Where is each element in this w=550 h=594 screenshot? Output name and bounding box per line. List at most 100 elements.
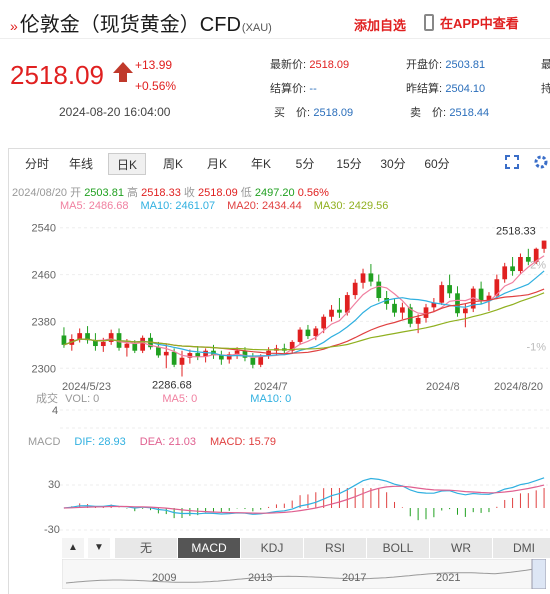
- tab-indicator-kdj[interactable]: KDJ: [241, 538, 304, 558]
- candle-body: [305, 329, 311, 337]
- tab-30min[interactable]: 30分: [380, 157, 406, 171]
- candle-body: [431, 302, 437, 308]
- candle-body: [541, 240, 547, 249]
- quote-field-ask: 卖 价: 2518.44: [410, 104, 489, 120]
- candle-body: [218, 355, 224, 360]
- candle-body: [124, 343, 130, 348]
- quote-field-bid: 买 价: 2518.09: [274, 104, 353, 120]
- macd-dif: DIF: 28.93: [74, 436, 126, 448]
- candle-body: [415, 317, 421, 324]
- settings-icon[interactable]: [532, 153, 550, 171]
- open-in-app-label: 在APP中查看: [440, 16, 519, 31]
- pct-tick-label: -1%: [526, 342, 546, 354]
- tab-indicator-dmi[interactable]: DMI: [493, 538, 550, 558]
- candle-body: [226, 354, 232, 360]
- candle-body: [352, 282, 358, 296]
- y-tick-label: 2540: [32, 223, 56, 235]
- candle-body: [195, 353, 201, 357]
- candle-body: [321, 316, 327, 329]
- add-favorite-button[interactable]: 添加自选: [354, 18, 407, 33]
- quote-field-settle: 结算价: --: [270, 80, 317, 96]
- overview-year: 2009: [152, 572, 177, 584]
- macd-value: MACD: 15.79: [210, 436, 277, 448]
- candlestick-chart[interactable]: 25402460238023002%-1%2518.332286.682024/…: [0, 212, 550, 392]
- candle-body: [510, 266, 515, 272]
- candle-body: [478, 288, 484, 301]
- candle-body: [93, 340, 98, 347]
- quote-label-cut: 最: [541, 59, 550, 71]
- candle-body: [360, 273, 366, 283]
- candle-body: [439, 285, 445, 303]
- indicator-tabs: 无 MACD KDJ RSI BOLL WR DMI: [115, 538, 550, 558]
- tab-intraday[interactable]: 分时: [24, 157, 49, 171]
- ma20-legend: MA20: 2434.44: [227, 200, 302, 212]
- candle-body: [108, 333, 114, 342]
- candle-body: [494, 279, 500, 296]
- candle-body: [179, 357, 185, 365]
- candle-body: [407, 307, 413, 324]
- candle-body: [447, 285, 452, 294]
- macd-axis-tick-bottom: -30: [44, 524, 60, 536]
- tab-indicator-macd[interactable]: MACD: [178, 538, 241, 558]
- macd-legend: MACD DIF: 28.93 DEA: 21.03 MACD: 15.79: [28, 436, 276, 448]
- tab-monthly-k[interactable]: 月K: [206, 157, 227, 171]
- quote-label: 开盘价:: [406, 59, 443, 71]
- open-in-app-link[interactable]: 在APP中查看: [424, 13, 519, 32]
- candle-body: [533, 248, 539, 262]
- quote-value: 2504.10: [445, 83, 486, 95]
- y-tick-label: 2300: [32, 363, 56, 375]
- quote-field-open: 开盘价: 2503.81: [406, 56, 485, 72]
- header-divider: [0, 38, 550, 39]
- candle-body: [85, 333, 90, 341]
- move-up-button[interactable]: ▲: [62, 538, 84, 558]
- quote-value: 2518.44: [449, 107, 490, 119]
- candle-body: [462, 308, 468, 314]
- tab-15min[interactable]: 15分: [336, 157, 362, 171]
- quote-label: 结算价:: [270, 83, 307, 95]
- instrument-code: (XAU): [241, 22, 272, 34]
- candle-body: [250, 357, 256, 365]
- tab-indicator-boll[interactable]: BOLL: [367, 538, 430, 558]
- volume-title: 成交: [36, 393, 58, 405]
- up-arrow-icon-stem: [119, 72, 127, 82]
- candle-body: [234, 350, 240, 355]
- tab-indicator-none[interactable]: 无: [115, 538, 178, 558]
- ma5-legend: MA5: 2486.68: [60, 200, 129, 212]
- overview-navigator[interactable]: [62, 559, 546, 589]
- x-tick-label: 2024/8/20: [494, 381, 543, 392]
- macd-title: MACD: [28, 436, 61, 448]
- ohlc-pct: 0.56%: [297, 187, 329, 199]
- macd-dea: DEA: 21.03: [139, 436, 197, 448]
- tab-daily-k[interactable]: 日K: [108, 153, 146, 175]
- instrument-name: 伦敦金（现货黄金）CFD: [19, 14, 241, 36]
- candle-body: [61, 335, 67, 345]
- ma-legend: MA5: 2486.68 MA10: 2461.07 MA20: 2434.44…: [60, 200, 388, 212]
- candle-body: [376, 281, 382, 298]
- tab-60min[interactable]: 60分: [424, 157, 450, 171]
- move-down-button[interactable]: ▼: [88, 538, 110, 558]
- page-title: » 伦敦金（现货黄金）CFD(XAU): [10, 8, 272, 37]
- y-tick-label: 2380: [32, 316, 56, 328]
- candle-body: [525, 257, 531, 262]
- quote-field-prev-settle: 昨结算: 2504.10: [406, 80, 485, 96]
- tab-year-line[interactable]: 年线: [68, 157, 93, 171]
- tab-indicator-rsi[interactable]: RSI: [304, 538, 367, 558]
- x-tick-label: 2024/5/23: [62, 381, 111, 392]
- candle-body: [100, 341, 106, 347]
- quote-value: 2518.09: [313, 107, 354, 119]
- chart-panel: [8, 148, 550, 594]
- fullscreen-icon[interactable]: [505, 155, 519, 169]
- tab-5min[interactable]: 5分: [295, 157, 315, 171]
- tab-indicator-wr[interactable]: WR: [430, 538, 493, 558]
- candle-body: [423, 307, 429, 318]
- tab-yearly-k[interactable]: 年K: [250, 157, 271, 171]
- phone-icon: [424, 14, 434, 31]
- volume-ma10: MA10: 0: [250, 393, 292, 405]
- ma-line-ma30: [63, 292, 545, 351]
- ohlc-high-label: 高: [127, 187, 139, 199]
- tab-weekly-k[interactable]: 周K: [162, 157, 183, 171]
- up-arrow-icon: [113, 62, 133, 73]
- overview-year: 2013: [248, 572, 273, 584]
- low-annotation: 2286.68: [152, 379, 192, 391]
- ohlc-high: 2518.33: [141, 187, 181, 199]
